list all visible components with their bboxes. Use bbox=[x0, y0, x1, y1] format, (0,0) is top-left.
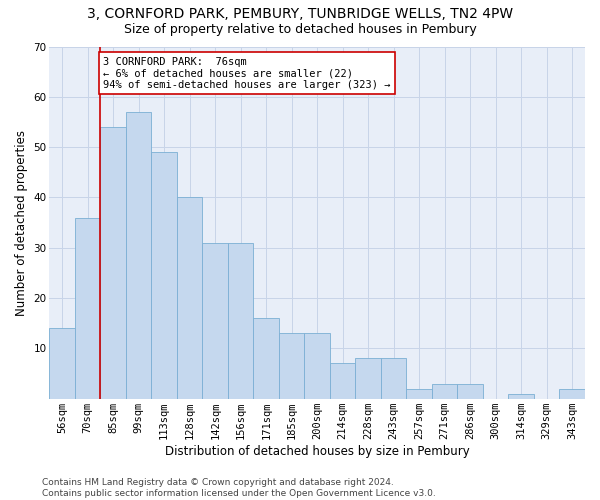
Bar bbox=[355, 358, 381, 399]
Bar bbox=[228, 242, 253, 398]
Bar bbox=[381, 358, 406, 399]
Bar bbox=[279, 334, 304, 398]
Bar bbox=[559, 388, 585, 398]
Bar bbox=[151, 152, 177, 398]
Bar bbox=[508, 394, 534, 398]
Bar bbox=[202, 242, 228, 398]
Text: Contains HM Land Registry data © Crown copyright and database right 2024.
Contai: Contains HM Land Registry data © Crown c… bbox=[42, 478, 436, 498]
Y-axis label: Number of detached properties: Number of detached properties bbox=[15, 130, 28, 316]
Text: 3 CORNFORD PARK:  76sqm
← 6% of detached houses are smaller (22)
94% of semi-det: 3 CORNFORD PARK: 76sqm ← 6% of detached … bbox=[103, 56, 391, 90]
X-axis label: Distribution of detached houses by size in Pembury: Distribution of detached houses by size … bbox=[165, 444, 470, 458]
Bar bbox=[177, 198, 202, 398]
Bar bbox=[49, 328, 75, 398]
Bar bbox=[406, 388, 432, 398]
Bar bbox=[432, 384, 457, 398]
Bar bbox=[253, 318, 279, 398]
Bar bbox=[75, 218, 100, 398]
Text: Size of property relative to detached houses in Pembury: Size of property relative to detached ho… bbox=[124, 22, 476, 36]
Bar bbox=[304, 334, 330, 398]
Bar bbox=[100, 127, 126, 398]
Bar bbox=[126, 112, 151, 399]
Bar bbox=[330, 364, 355, 398]
Text: 3, CORNFORD PARK, PEMBURY, TUNBRIDGE WELLS, TN2 4PW: 3, CORNFORD PARK, PEMBURY, TUNBRIDGE WEL… bbox=[87, 8, 513, 22]
Bar bbox=[457, 384, 483, 398]
